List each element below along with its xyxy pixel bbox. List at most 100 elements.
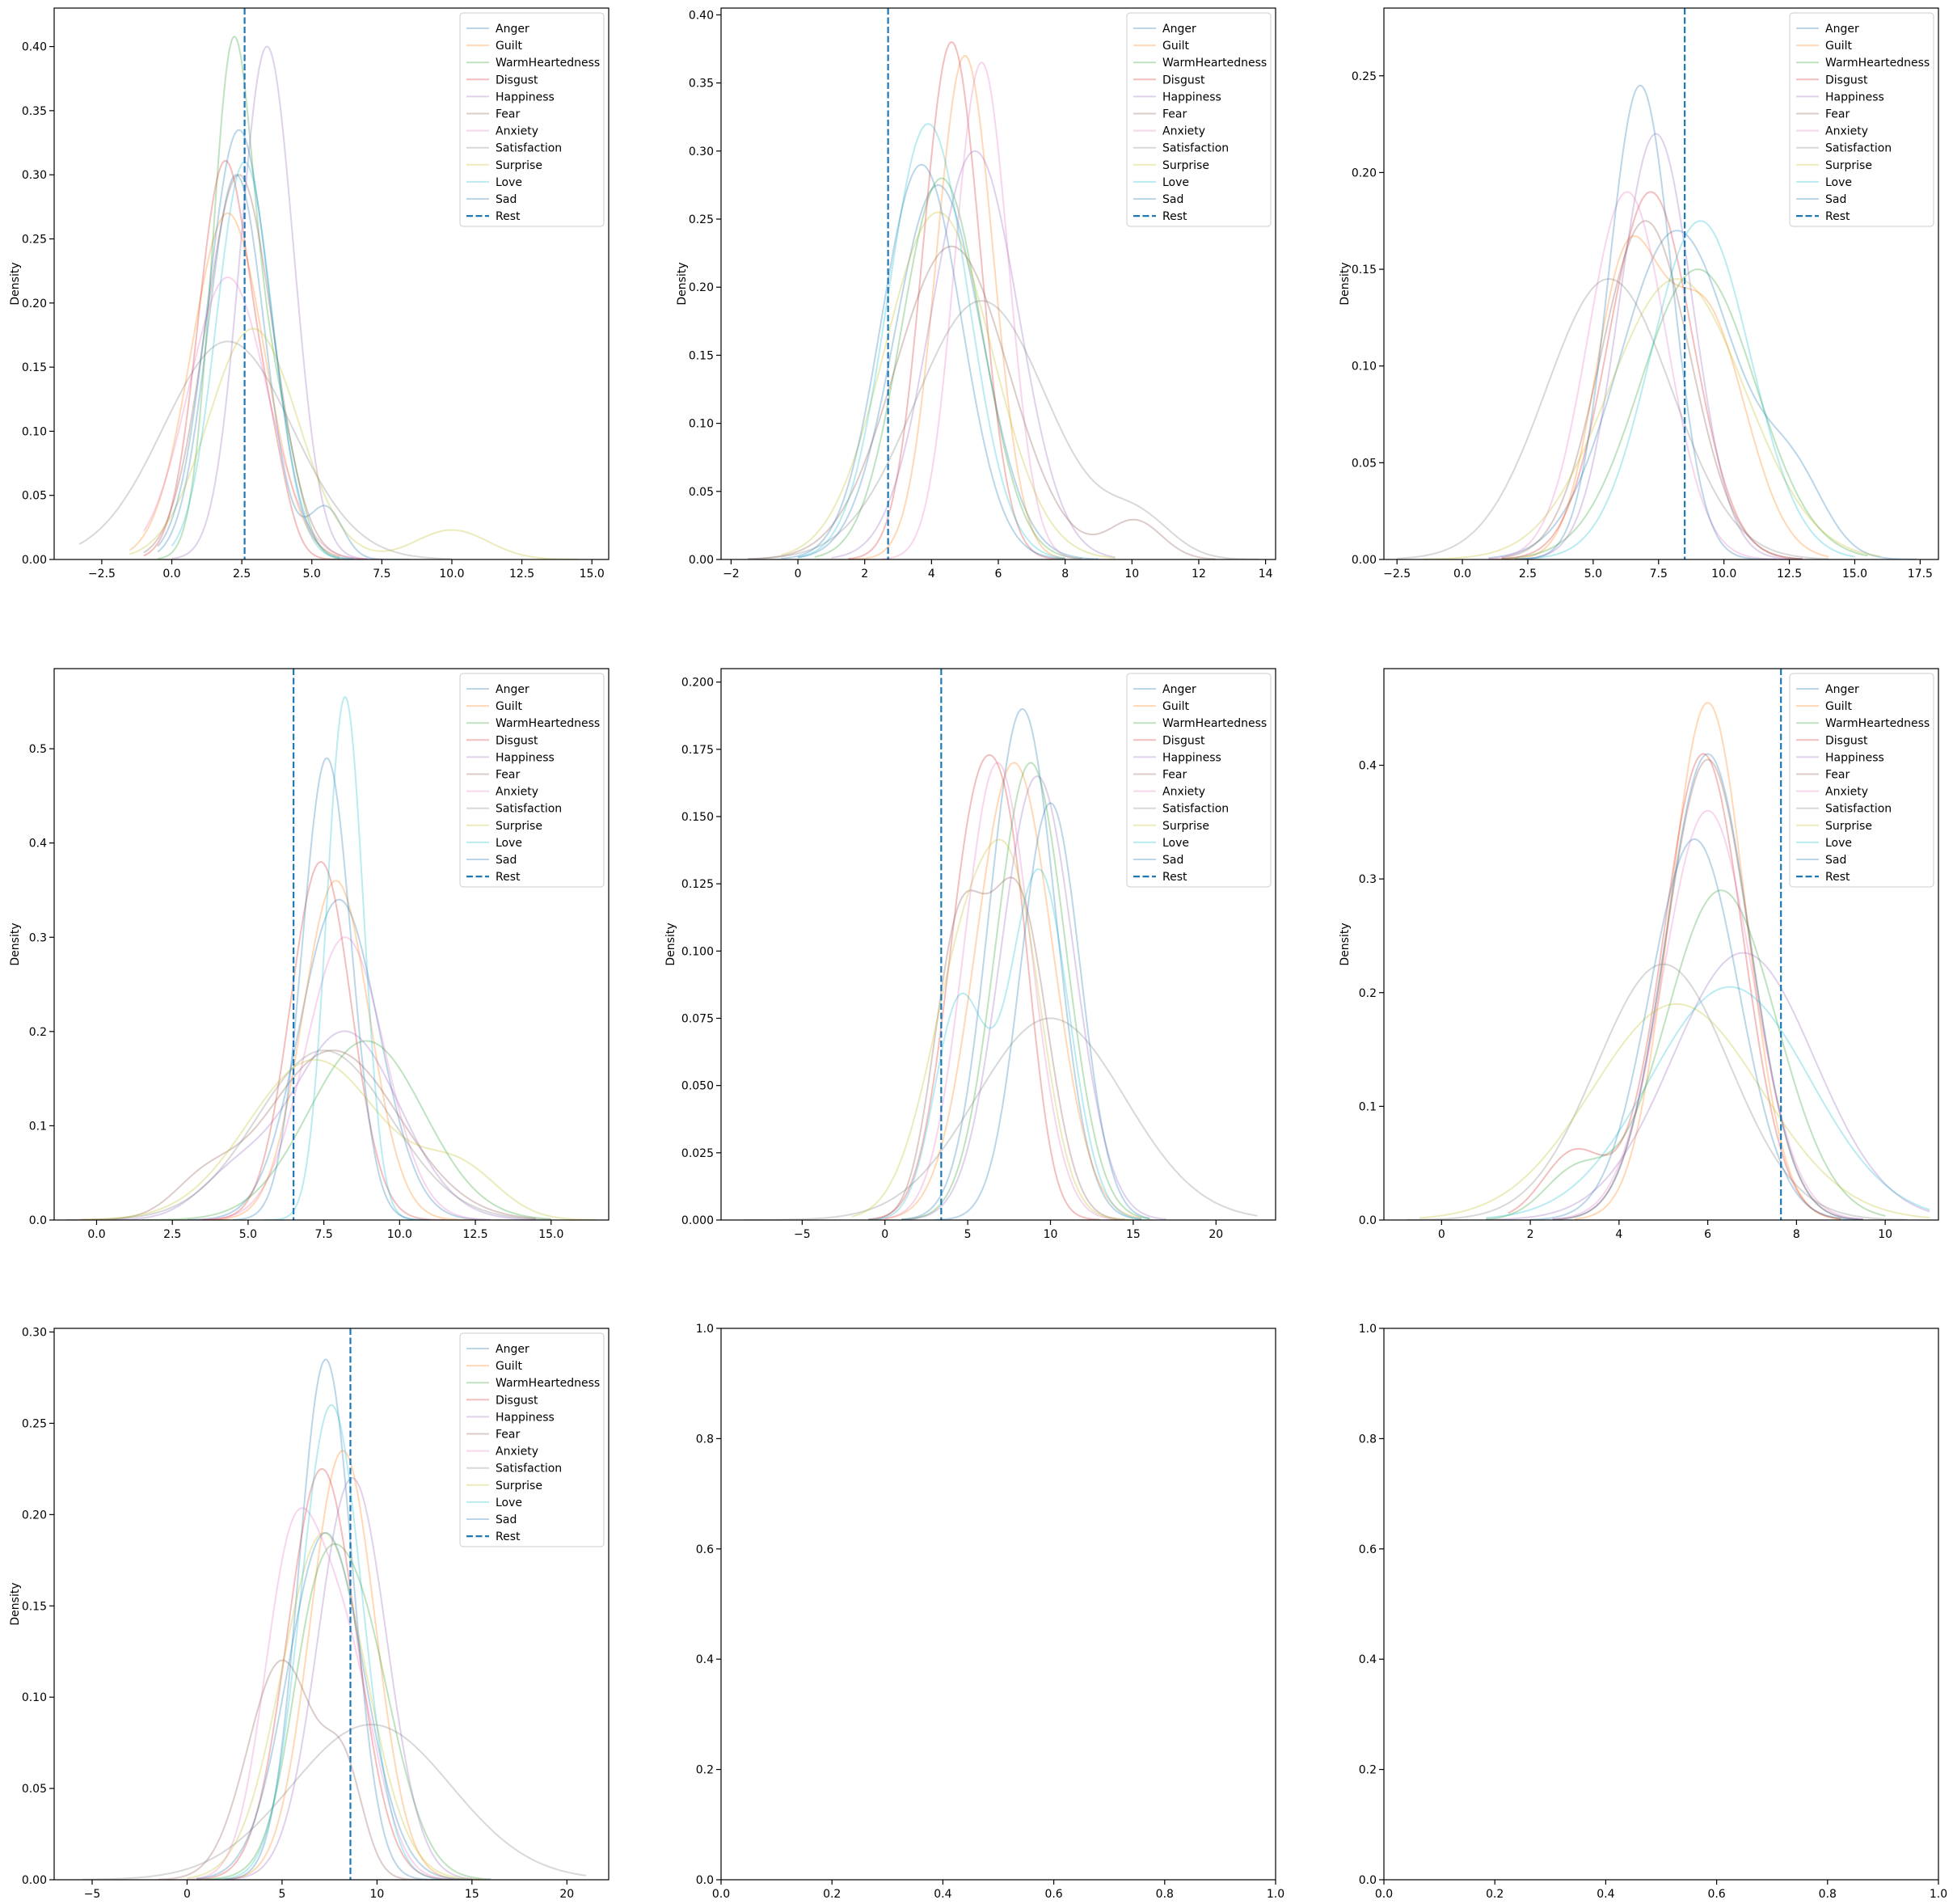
legend-entry: WarmHeartedness bbox=[496, 717, 600, 730]
legend-box bbox=[1789, 12, 1934, 227]
legend-entry: Anxiety bbox=[1162, 786, 1205, 799]
y-tick-label: 0.20 bbox=[22, 298, 47, 310]
y-axis-label: Density bbox=[664, 922, 677, 965]
series-line-anger bbox=[797, 184, 1099, 559]
legend-entry: Love bbox=[496, 1497, 522, 1509]
x-tick-label: 1.0 bbox=[1267, 1888, 1284, 1901]
y-tick-label: 0.00 bbox=[689, 554, 714, 567]
x-tick-label: 12.5 bbox=[509, 568, 534, 580]
series-line-anxiety bbox=[876, 762, 1117, 1220]
legend-entry: Surprise bbox=[496, 820, 542, 833]
series-layer bbox=[82, 1328, 586, 1880]
y-tick-label: 0.25 bbox=[22, 233, 47, 246]
x-tick-label: −5 bbox=[794, 1228, 811, 1241]
series-line-fear bbox=[1501, 220, 1803, 559]
series-line-sad bbox=[934, 802, 1150, 1220]
x-tick-label: 12.5 bbox=[1777, 568, 1802, 580]
legend-entry: Happiness bbox=[1825, 751, 1884, 764]
axes-frame bbox=[1383, 1328, 1939, 1881]
y-tick-label: 0.4 bbox=[696, 1653, 714, 1666]
legend-entry: Sad bbox=[1162, 854, 1183, 867]
series-line-love bbox=[205, 1404, 472, 1880]
legend-entry: Disgust bbox=[496, 1394, 538, 1407]
series-line-disgust bbox=[868, 754, 1100, 1220]
series-line-surprise bbox=[187, 1531, 482, 1880]
series-line-surprise bbox=[1423, 278, 1881, 559]
y-tick-label: 0.6 bbox=[696, 1543, 714, 1556]
y-tick-label: 0.025 bbox=[681, 1147, 714, 1160]
x-tick-label: 6 bbox=[995, 568, 1002, 580]
y-axis-label: Density bbox=[1339, 922, 1352, 965]
x-tick-label: 4 bbox=[1615, 1228, 1622, 1241]
legend-entry: Fear bbox=[1825, 108, 1850, 121]
series-line-fear bbox=[158, 1659, 453, 1880]
legend-box bbox=[459, 673, 605, 888]
series-line-guilt bbox=[129, 212, 340, 558]
legend-entry: Disgust bbox=[1825, 74, 1868, 87]
x-tick-label: 10 bbox=[1878, 1228, 1892, 1241]
y-tick-label: 0.075 bbox=[681, 1012, 714, 1025]
legend-entry: Surprise bbox=[1825, 820, 1872, 833]
x-tick-label: 7.5 bbox=[1650, 568, 1668, 580]
series-line-warmheartedness bbox=[141, 1040, 551, 1220]
y-tick-label: 0.6 bbox=[1359, 1543, 1377, 1556]
subplot-4: 0.0 2.5 5.0 7.5 10.0 12.5 15.0 0.0 0.1 0.2 0.3 0.4 0… bbox=[9, 668, 610, 1241]
series-line-warmheartedness bbox=[1501, 268, 1868, 559]
y-tick-label: 0.30 bbox=[22, 169, 47, 182]
legend-entry: Fear bbox=[496, 769, 520, 782]
axes-frame bbox=[720, 1328, 1276, 1881]
legend-entry: Happiness bbox=[1825, 91, 1884, 103]
y-tick-label: 0.2 bbox=[1359, 987, 1377, 1000]
legend-box bbox=[459, 1332, 605, 1547]
x-tick-label: 15 bbox=[1126, 1228, 1141, 1241]
series-line-disgust bbox=[1501, 191, 1803, 559]
legend-entry: Anger bbox=[1162, 683, 1196, 696]
y-tick-label: 0.25 bbox=[1352, 70, 1377, 83]
y-tick-label: 0.100 bbox=[681, 945, 714, 958]
y-tick-label: 0.150 bbox=[681, 811, 714, 824]
legend-entry: Love bbox=[1825, 837, 1852, 850]
legend-entry: WarmHeartedness bbox=[1162, 57, 1267, 70]
y-tick-label: 0.15 bbox=[22, 1600, 47, 1613]
y-tick-label: 0.3 bbox=[1359, 873, 1377, 886]
axes-frame bbox=[720, 668, 1276, 1221]
legend-box bbox=[1126, 673, 1272, 888]
series-line-anxiety bbox=[187, 936, 491, 1220]
y-tick-label: 0.2 bbox=[696, 1764, 714, 1777]
series-line-guilt bbox=[205, 1450, 482, 1880]
legend-entry: Fear bbox=[1162, 108, 1187, 121]
axes-frame bbox=[1383, 7, 1939, 560]
series-line-satisfaction bbox=[1406, 963, 1908, 1220]
series-line-satisfaction bbox=[748, 300, 1259, 559]
x-tick-label: 15.0 bbox=[538, 1228, 563, 1241]
x-tick-label: 5.0 bbox=[239, 1228, 257, 1241]
x-tick-label: 12.5 bbox=[462, 1228, 487, 1241]
legend-entry: Guilt bbox=[1162, 700, 1190, 713]
x-tick-label: 0.0 bbox=[87, 1228, 105, 1241]
y-tick-label: 0.200 bbox=[681, 677, 714, 690]
series-line-fear bbox=[66, 1049, 537, 1220]
legend-entry: Happiness bbox=[1162, 91, 1221, 103]
series-line-sad bbox=[196, 1531, 472, 1880]
x-tick-label: 10.0 bbox=[387, 1228, 412, 1241]
series-line-surprise bbox=[81, 1058, 597, 1220]
y-tick-label: 0.10 bbox=[22, 425, 47, 438]
subplot-7: −5 0 5 10 15 20 0.00 0.05 0.10 0.15 0.20 0.25 0.30 De… bbox=[9, 1327, 610, 1901]
series-line-guilt bbox=[848, 55, 1065, 559]
legend-entry: Fear bbox=[496, 1429, 520, 1442]
series-line-love bbox=[868, 868, 1142, 1220]
series-line-warmheartedness bbox=[196, 1543, 491, 1880]
legend-entry: Anger bbox=[496, 1343, 529, 1356]
subplot-8: 0.0 0.2 0.4 0.6 0.8 1.0 0.0 0.2 0.4 0.6 0.8 1.0 bbox=[696, 1323, 1284, 1901]
legend-entry: Anger bbox=[496, 23, 529, 36]
series-line-fear bbox=[143, 174, 368, 559]
y-tick-label: 0.20 bbox=[22, 1509, 47, 1522]
series-line-love bbox=[1486, 986, 1930, 1219]
x-tick-label: 7.5 bbox=[373, 568, 390, 580]
legend-entry: Disgust bbox=[496, 734, 538, 747]
legend: Anger Guilt WarmHeartedness Disgust Happines… bbox=[1126, 12, 1272, 227]
series-line-guilt bbox=[884, 762, 1142, 1220]
axes-frame bbox=[53, 668, 610, 1221]
y-tick-label: 0.00 bbox=[1352, 554, 1377, 567]
